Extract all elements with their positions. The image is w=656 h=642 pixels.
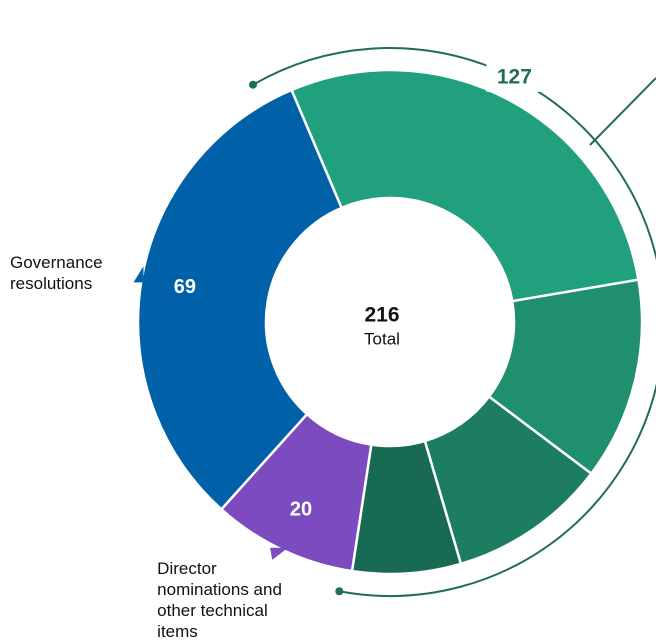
group-bracket [252,47,656,597]
pointer [133,266,144,283]
total-label: Total [364,329,400,348]
page: {"chart_data": {"type": "donut", "catego… [10,47,656,641]
group-label: 127 [497,65,532,88]
pointer [270,547,289,560]
bracket-end [335,587,344,596]
total-value: 216 [364,304,399,327]
chart: 20 69 127 216 Total [133,47,656,597]
category-label: Governance resolutions [10,253,103,294]
connector-line [589,77,656,146]
value-label: 20 [290,498,312,520]
group-label-bg [486,63,543,92]
slice [136,88,344,512]
bracket-end [249,80,257,89]
value-label: 69 [174,276,196,298]
slice [289,68,640,303]
category-label: Director nominations and other technical… [157,558,282,641]
